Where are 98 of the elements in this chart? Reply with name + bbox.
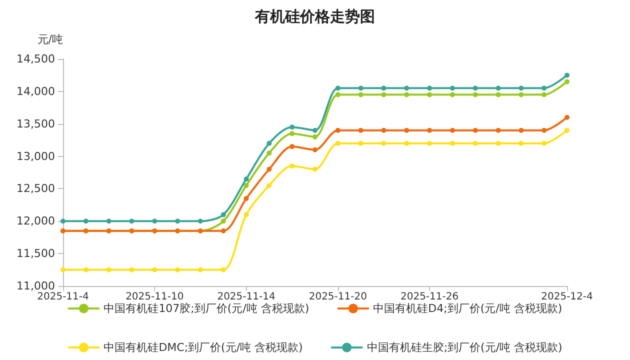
point <box>404 128 410 133</box>
y-tick-label: 11,500 <box>16 247 55 260</box>
point <box>175 267 180 272</box>
point <box>290 164 295 169</box>
point <box>358 140 364 146</box>
point <box>266 140 272 146</box>
y-tick-label: 14,000 <box>16 84 55 98</box>
point <box>220 212 226 218</box>
point <box>220 267 226 272</box>
point <box>358 86 364 91</box>
point <box>404 92 410 98</box>
x-tick-label: 2025-11-4 <box>37 292 89 302</box>
point <box>496 86 501 91</box>
point <box>83 267 88 272</box>
y-tick-label: 11,000 <box>16 280 55 292</box>
point <box>472 86 478 91</box>
point <box>60 267 66 272</box>
point <box>106 218 112 224</box>
point <box>312 147 318 152</box>
legend-label: 中国有机硅生胶;到厂价(元/吨 含税现款) <box>366 341 562 354</box>
point <box>427 140 432 146</box>
y-tick-label: 13,500 <box>16 117 55 130</box>
point <box>564 114 570 120</box>
point <box>129 267 134 272</box>
point <box>472 128 478 133</box>
point <box>404 140 410 146</box>
point <box>198 267 203 272</box>
point <box>244 182 249 188</box>
point <box>450 140 455 146</box>
point <box>381 140 386 146</box>
point <box>542 140 547 146</box>
point <box>450 86 455 91</box>
chart-title: 有机硅价格走势图 <box>254 8 375 26</box>
point <box>472 92 478 98</box>
point <box>244 176 249 182</box>
point <box>106 267 112 272</box>
point <box>220 228 226 234</box>
legend-label: 中国有机硅107胶;到厂价(元/吨 含税现款) <box>104 302 310 315</box>
point <box>518 86 524 91</box>
point <box>312 166 318 172</box>
point <box>564 79 570 84</box>
point <box>427 86 432 91</box>
point <box>244 196 249 201</box>
point <box>335 128 340 133</box>
point <box>358 92 364 98</box>
point <box>496 140 501 146</box>
point <box>496 92 501 98</box>
point <box>381 86 386 91</box>
point <box>290 131 295 136</box>
point <box>496 128 501 133</box>
y-tick-label: 12,000 <box>16 214 55 228</box>
point <box>518 140 524 146</box>
point <box>129 218 134 224</box>
point <box>266 150 272 156</box>
point <box>312 128 318 133</box>
point <box>152 267 158 272</box>
point <box>266 182 272 188</box>
y-tick-label: 12,500 <box>16 182 55 196</box>
point <box>152 218 158 224</box>
point <box>542 92 547 98</box>
point <box>427 128 432 133</box>
point <box>335 86 340 91</box>
point <box>60 218 66 224</box>
point <box>290 124 295 130</box>
point <box>220 218 226 224</box>
x-tick-label: 2025-12-4 <box>541 292 593 302</box>
x-tick-label: 2025-11-14 <box>217 292 276 302</box>
legend-label: 中国有机硅DMC;到厂价(元/吨 含税现款) <box>104 341 303 354</box>
point <box>312 134 318 140</box>
point <box>450 92 455 98</box>
point <box>427 92 432 98</box>
point <box>404 86 410 91</box>
point <box>564 128 570 133</box>
point <box>518 92 524 98</box>
y-axis-title: 元/吨 <box>37 33 63 46</box>
x-tick-label: 2025-11-20 <box>308 292 367 302</box>
point <box>335 92 340 98</box>
point <box>518 128 524 133</box>
point <box>542 86 547 91</box>
point <box>83 218 88 224</box>
point <box>450 128 455 133</box>
y-tick-label: 14,500 <box>16 52 55 66</box>
point <box>564 72 570 78</box>
point <box>266 166 272 172</box>
x-tick-label: 2025-11-26 <box>400 292 459 302</box>
point <box>381 128 386 133</box>
point <box>542 128 547 133</box>
point <box>198 218 203 224</box>
point <box>290 144 295 150</box>
point <box>472 140 478 146</box>
y-tick-label: 13,000 <box>16 150 55 163</box>
point <box>381 92 386 98</box>
point <box>244 212 249 218</box>
point <box>175 218 180 224</box>
point <box>358 128 364 133</box>
x-tick-label: 2025-11-10 <box>126 292 184 302</box>
point <box>335 140 340 146</box>
legend-label: 中国有机硅D4;到厂价(元/吨 含税现款) <box>373 302 562 315</box>
